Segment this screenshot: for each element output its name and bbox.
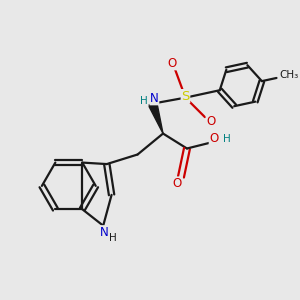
Text: O: O — [209, 132, 218, 146]
Text: H: H — [109, 232, 117, 243]
Text: O: O — [167, 57, 177, 70]
Text: O: O — [173, 177, 182, 190]
Text: H: H — [223, 134, 230, 144]
Text: S: S — [181, 90, 190, 103]
Polygon shape — [148, 102, 163, 134]
Text: H: H — [140, 96, 148, 106]
Text: O: O — [206, 115, 215, 128]
Text: N: N — [100, 226, 109, 239]
Text: CH₃: CH₃ — [279, 70, 298, 80]
Text: N: N — [150, 92, 159, 105]
